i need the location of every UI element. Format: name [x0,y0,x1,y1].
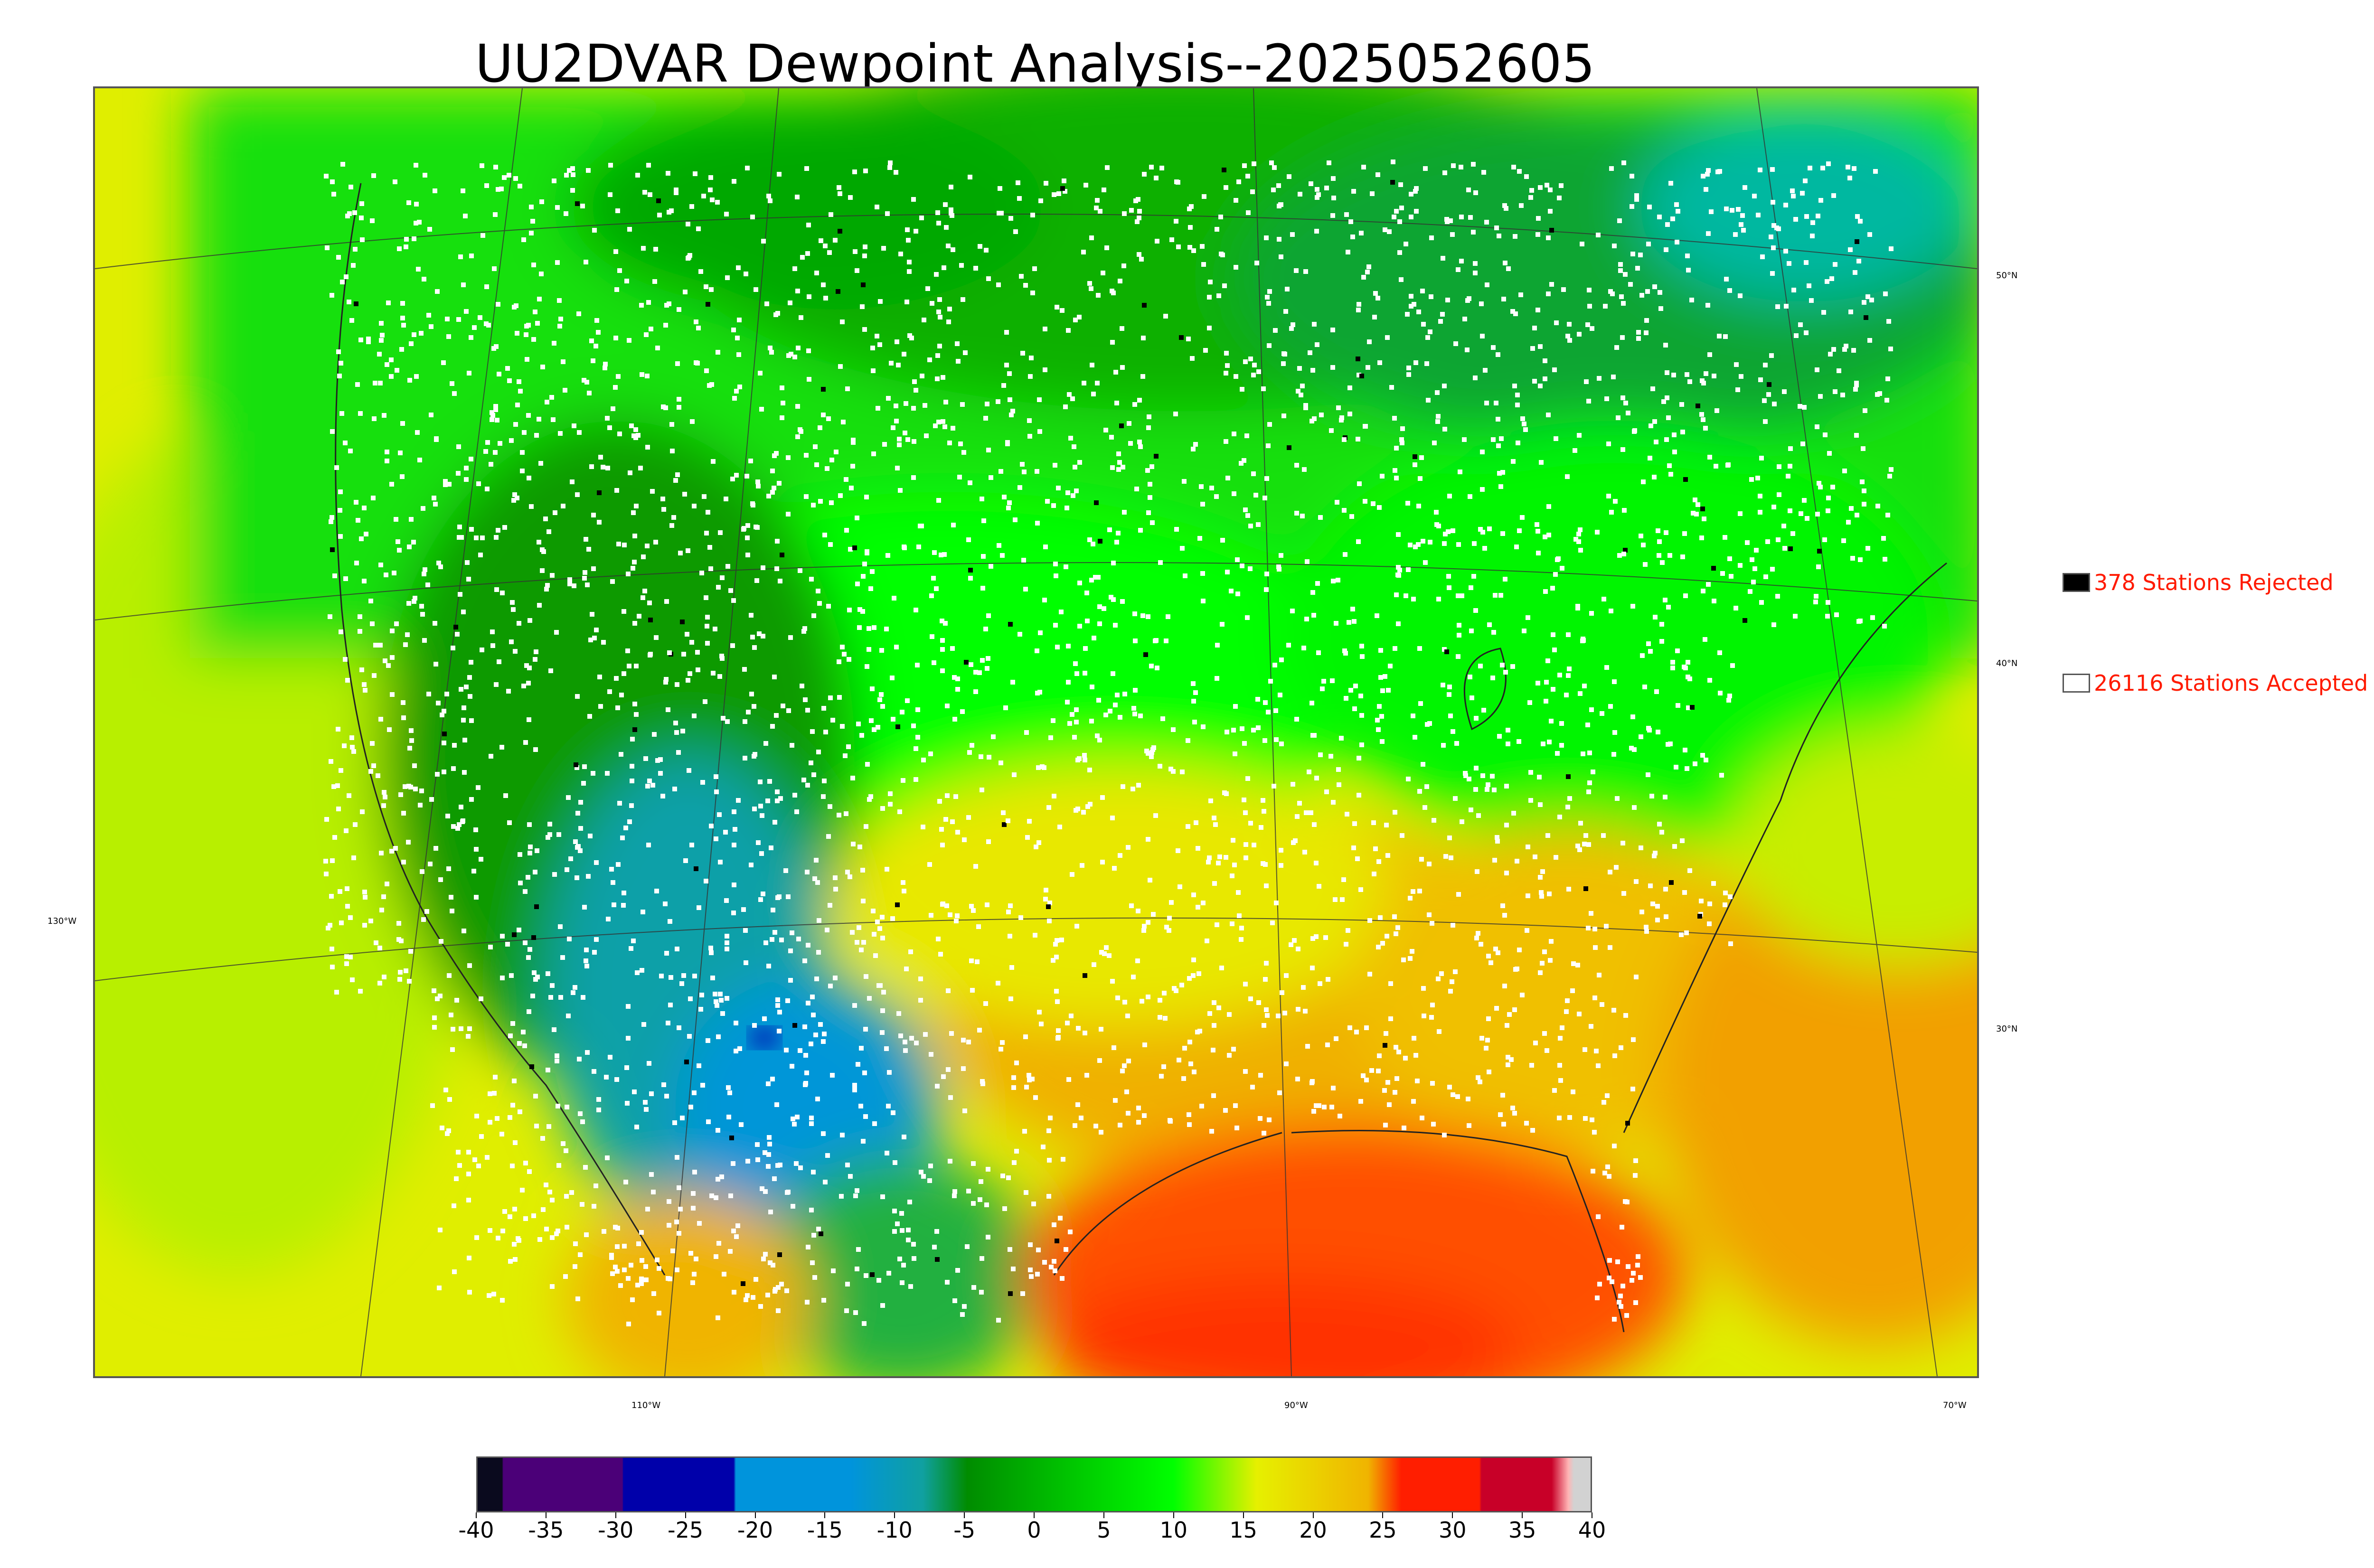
rejected-label: 378 Stations Rejected [2094,570,2334,595]
accepted-label: 26116 Stations Accepted [2094,670,2368,696]
lat-label-50: 50°N [1996,271,2017,281]
lat-label-30: 30°N [1996,1024,2017,1034]
legend-rejected: 378 Stations Rejected [2063,570,2334,595]
colorbar-tick-label: -30 [598,1517,633,1543]
rejected-swatch [2063,573,2090,592]
colorbar-tick-label: -40 [458,1517,494,1543]
colorbar-tick-label: -20 [737,1517,773,1543]
colorbar-tick-label: 25 [1369,1517,1397,1543]
colorbar-tick-label: 20 [1299,1517,1327,1543]
dewpoint-map[interactable] [93,86,1979,1378]
colorbar-tick-label: -5 [953,1517,975,1543]
lon-label-70: 70°W [1943,1400,1967,1410]
colorbar-tick-label: 10 [1159,1517,1187,1543]
colorbar-ticks: -40 -35 -30 -25 -20 -15 -10 -5 0 5 10 15 20 25 30 35 40 [476,1512,1592,1546]
lat-label-40: 40°N [1996,658,2017,668]
legend-accepted: 26116 Stations Accepted [2063,670,2368,696]
lon-label-110: 110°W [631,1400,660,1410]
lon-label-130: 130°W [47,916,76,926]
colorbar-tick-label: 35 [1508,1517,1536,1543]
colorbar [476,1456,1592,1512]
map-title: UU2DVAR Dewpoint Analysis--2025052605 [0,33,2070,94]
colorbar-tick-label: 0 [1027,1517,1041,1543]
colorbar-tick-label: 5 [1097,1517,1111,1543]
colorbar-tick-label: 40 [1578,1517,1606,1543]
colorbar-tick-label: -10 [877,1517,913,1543]
lon-label-90: 90°W [1284,1400,1308,1410]
colorbar-tick-label: 30 [1439,1517,1467,1543]
colorbar-tick-label: -35 [528,1517,564,1543]
accepted-swatch [2063,674,2090,693]
dewpoint-field [95,88,1977,1376]
colorbar-tick-label: -25 [668,1517,703,1543]
colorbar-tick-label: 15 [1229,1517,1257,1543]
colorbar-tick-label: -15 [807,1517,843,1543]
